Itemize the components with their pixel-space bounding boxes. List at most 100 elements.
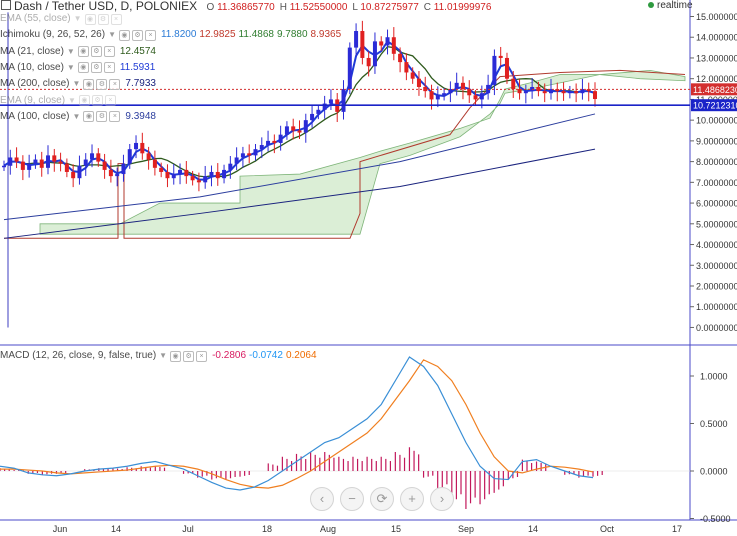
gear-icon[interactable]: ⚙ xyxy=(97,13,109,25)
indicator-value: 0.2064 xyxy=(285,350,317,361)
macd-tick-label: -0.5000 xyxy=(700,514,731,524)
gear-icon[interactable]: ⚙ xyxy=(96,111,108,123)
ohlc-value: 11.01999976 xyxy=(433,2,492,13)
dropdown-arrow-icon[interactable]: ▼ xyxy=(159,351,168,360)
indicator-value: 11.8200 xyxy=(160,29,197,41)
dropdown-arrow-icon[interactable]: ▼ xyxy=(73,14,82,23)
indicator-name[interactable]: MA (10, close) xyxy=(0,61,64,73)
time-tick-label: Oct xyxy=(600,524,615,534)
eye-icon[interactable]: ◉ xyxy=(83,78,95,90)
candle-body xyxy=(64,163,69,172)
eye-icon[interactable]: ◉ xyxy=(84,13,96,25)
close-icon[interactable]: × xyxy=(110,13,122,25)
indicator-value: 11.5931 xyxy=(119,61,156,73)
ohlc-key: H xyxy=(279,2,290,13)
indicator-name[interactable]: Ichimoku (9, 26, 52, 26) xyxy=(0,29,106,41)
candle-body xyxy=(222,169,227,179)
eye-icon[interactable]: ◉ xyxy=(78,95,90,106)
candle-body xyxy=(574,91,579,94)
ichimoku-cloud xyxy=(39,69,686,235)
eye-icon[interactable]: ◉ xyxy=(118,29,130,41)
ohlc-key: L xyxy=(352,2,361,13)
candle-body xyxy=(379,41,384,46)
chart-title-bar[interactable]: Dash / Tether USD, D, POLONIEX O 11.3686… xyxy=(0,0,496,13)
candle-body xyxy=(146,153,151,160)
indicator-legend[interactable]: MACD (12, 26, close, 9, false, true) ▼ ◉ ⚙ ×… xyxy=(0,349,317,363)
candle-body xyxy=(504,57,509,79)
candle-body xyxy=(96,153,101,162)
dropdown-arrow-icon[interactable]: ▼ xyxy=(108,30,116,40)
indicator-value: -0.2806 xyxy=(212,350,247,361)
indicator-legend[interactable]: MA (100, close) ▼ ◉ ⚙ × 9.3948 xyxy=(0,110,156,124)
eye-icon[interactable]: ◉ xyxy=(77,46,89,58)
candle-body xyxy=(83,159,88,166)
indicator-name[interactable]: EMA (55, close) xyxy=(0,13,71,24)
scroll-right-button[interactable]: › xyxy=(430,487,454,511)
time-tick-label: 14 xyxy=(111,524,121,534)
indicator-name[interactable]: MA (100, close) xyxy=(0,110,70,122)
indicator-legend[interactable]: EMA (9, close) ▼ ◉ ⚙ × xyxy=(0,94,118,108)
collapse-square-icon[interactable] xyxy=(1,0,11,10)
candle-body xyxy=(555,89,560,92)
close-icon[interactable]: × xyxy=(103,46,115,58)
candle-body xyxy=(316,109,321,114)
indicator-legend[interactable]: MA (200, close) ▼ ◉ ⚙ × 7.7933 xyxy=(0,77,156,91)
candle-body xyxy=(27,163,32,170)
close-icon[interactable]: × xyxy=(196,350,208,362)
zoom-out-button[interactable]: − xyxy=(340,487,364,511)
dropdown-arrow-icon[interactable]: ▼ xyxy=(68,95,76,105)
candle-body xyxy=(442,93,447,96)
indicator-legend[interactable]: Ichimoku (9, 26, 52, 26) ▼ ◉ ⚙ × 11.8200 12.98… xyxy=(0,28,341,42)
gear-icon[interactable]: ⚙ xyxy=(131,29,143,41)
scroll-left-button[interactable]: ‹ xyxy=(310,487,334,511)
indicator-name[interactable]: MACD (12, 26, close, 9, false, true) xyxy=(0,350,157,361)
indicator-legend[interactable]: MA (21, close) ▼ ◉ ⚙ × 12.4574 xyxy=(0,45,156,59)
indicator-legend[interactable]: MA (10, close) ▼ ◉ ⚙ × 11.5931 xyxy=(0,61,155,75)
chart-navigation: ‹ − ⟳ + › xyxy=(310,487,454,513)
close-icon[interactable]: × xyxy=(109,111,121,123)
gear-icon[interactable]: ⚙ xyxy=(91,95,103,106)
symbol-title[interactable]: Dash / Tether USD, D, POLONIEX xyxy=(14,0,198,13)
gear-icon[interactable]: ⚙ xyxy=(183,350,195,362)
dropdown-arrow-icon[interactable]: ▼ xyxy=(72,79,81,89)
candle-body xyxy=(567,91,572,94)
zoom-in-button[interactable]: + xyxy=(400,487,424,511)
eye-icon[interactable]: ◉ xyxy=(77,62,89,74)
eye-icon[interactable]: ◉ xyxy=(83,111,95,123)
candle-body xyxy=(71,171,76,179)
indicator-name[interactable]: MA (21, close) xyxy=(0,45,64,57)
indicator-name[interactable]: MA (200, close) xyxy=(0,78,70,90)
reset-button[interactable]: ⟳ xyxy=(370,487,394,511)
gear-icon[interactable]: ⚙ xyxy=(96,78,108,90)
dropdown-arrow-icon[interactable]: ▼ xyxy=(66,46,75,56)
candle-body xyxy=(46,155,51,168)
eye-icon[interactable]: ◉ xyxy=(170,350,182,362)
candle-body xyxy=(203,176,208,183)
close-icon[interactable]: × xyxy=(104,95,116,106)
close-icon[interactable]: × xyxy=(109,78,121,90)
candle-body xyxy=(134,142,139,150)
indicator-legend[interactable]: EMA (55, close) ▼ ◉ ⚙ × xyxy=(0,12,124,26)
dropdown-arrow-icon[interactable]: ▼ xyxy=(72,111,81,121)
candle-body xyxy=(266,140,271,146)
candle-body xyxy=(429,91,434,100)
close-icon[interactable]: × xyxy=(103,62,115,74)
time-tick-label: 14 xyxy=(528,524,538,534)
indicator-name[interactable]: EMA (9, close) xyxy=(0,94,66,106)
close-icon[interactable]: × xyxy=(144,29,156,41)
gear-icon[interactable]: ⚙ xyxy=(90,62,102,74)
macd-tick-label: 0.5000 xyxy=(700,419,728,429)
price-marker-label: 11.48682300 xyxy=(693,85,737,95)
dropdown-arrow-icon[interactable]: ▼ xyxy=(66,62,75,72)
realtime-badge: realtime xyxy=(648,0,693,11)
time-tick-label: 18 xyxy=(262,524,272,534)
gear-icon[interactable]: ⚙ xyxy=(90,46,102,58)
